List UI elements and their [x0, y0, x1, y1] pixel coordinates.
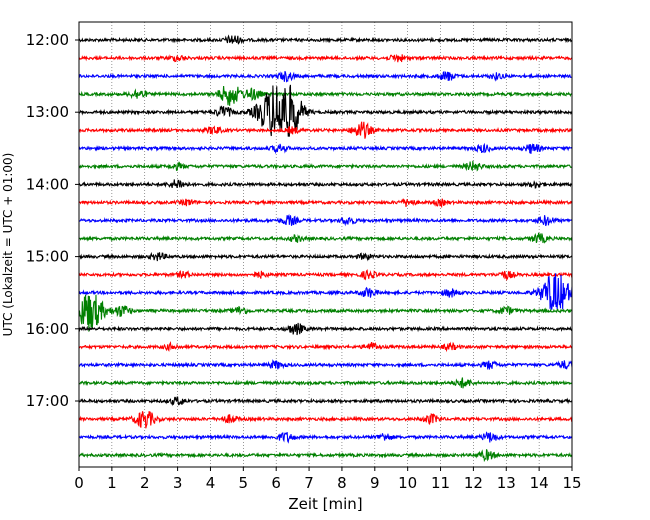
trace-12:30	[78, 70, 573, 83]
x-tick-label: 11	[431, 474, 450, 492]
trace-17:45	[78, 449, 573, 463]
seismic-traces	[78, 34, 573, 463]
x-axis-label: Zeit [min]	[288, 495, 362, 513]
trace-12:15	[78, 53, 573, 63]
x-tick-label: 15	[562, 474, 581, 492]
x-tick-label: 6	[271, 474, 281, 492]
trace-14:45	[78, 232, 573, 244]
y-tick-label: 13:00	[26, 103, 69, 121]
x-tick-label: 7	[304, 474, 314, 492]
x-tick-label: 13	[497, 474, 516, 492]
x-tick-label: 4	[206, 474, 216, 492]
x-axis-ticks: 0 1 2 3 4 5 6 7 8 9 10 11 12 13 14 15	[74, 467, 582, 492]
plot-frame	[78, 21, 573, 468]
y-axis-ticks: 12:00 13:00 14:00 15:00 16:00 17:00	[26, 31, 79, 410]
trace-14:15	[78, 198, 573, 209]
x-tick-label: 12	[464, 474, 483, 492]
x-tick-label: 5	[239, 474, 249, 492]
trace-17:15	[78, 411, 573, 429]
trace-13:15	[78, 121, 573, 139]
trace-15:45	[78, 294, 573, 332]
x-tick-label: 9	[370, 474, 380, 492]
y-axis-label: UTC (Lokalzeit = UTC + 01:00)	[1, 153, 15, 337]
trace-16:00	[78, 322, 573, 336]
trace-13:45	[78, 160, 573, 172]
x-tick-label: 0	[74, 474, 84, 492]
trace-13:30	[78, 142, 573, 155]
trace-15:30	[78, 273, 573, 310]
trace-16:45	[78, 377, 573, 389]
y-tick-label: 16:00	[26, 320, 69, 338]
y-tick-label: 17:00	[26, 392, 69, 410]
y-tick-label: 14:00	[26, 175, 69, 193]
trace-15:00	[78, 251, 573, 262]
trace-17:00	[78, 396, 573, 407]
trace-14:00	[78, 179, 573, 189]
trace-12:45	[78, 85, 573, 106]
x-tick-label: 14	[530, 474, 549, 492]
trace-16:15	[78, 340, 573, 353]
x-tick-label: 2	[140, 474, 150, 492]
x-tick-label: 1	[107, 474, 117, 492]
x-tick-label: 10	[398, 474, 417, 492]
trace-17:30	[78, 431, 573, 444]
trace-12:00	[78, 34, 573, 45]
trace-13:00	[78, 84, 573, 137]
trace-15:15	[78, 269, 573, 281]
x-tick-label: 8	[337, 474, 347, 492]
y-tick-label: 12:00	[26, 31, 69, 49]
trace-14:30	[78, 213, 573, 227]
y-tick-label: 15:00	[26, 248, 69, 266]
x-tick-label: 3	[173, 474, 183, 492]
trace-16:30	[78, 359, 573, 371]
